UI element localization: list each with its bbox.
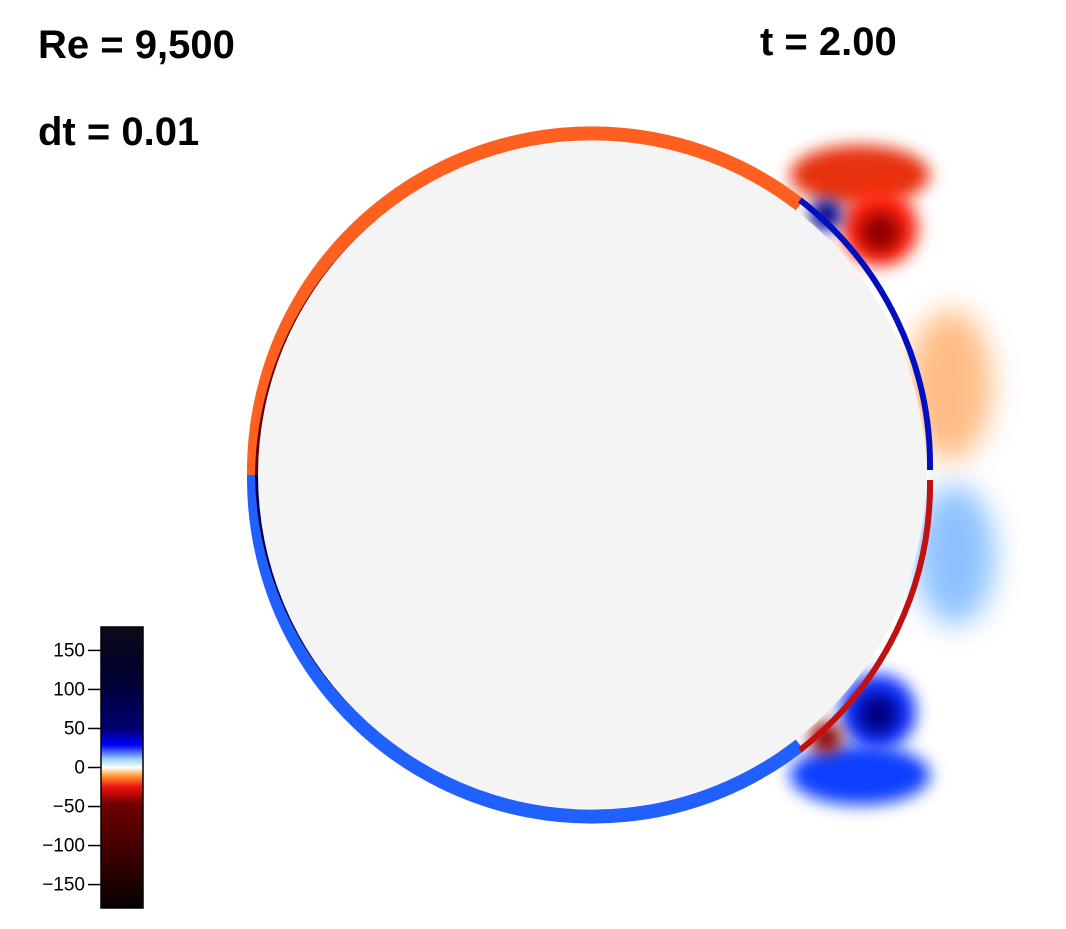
boundary-layer — [246, 474, 805, 824]
secondary-vortex — [810, 199, 842, 231]
colorbar: 150 100 50 0 −50 −100 −150 — [42, 626, 144, 909]
vortex-core — [860, 212, 900, 252]
secondary-vortex — [810, 722, 842, 754]
colorbar-tick-label: 100 — [53, 679, 85, 700]
shear-layer — [790, 745, 930, 805]
vorticity-field — [246, 126, 995, 824]
colorbar-tick-label: 50 — [64, 718, 85, 739]
vortex-core — [858, 694, 898, 734]
boundary-layer — [246, 126, 805, 476]
time-label: t = 2.00 — [760, 20, 897, 64]
colorbar-tick-label: 0 — [74, 758, 85, 779]
reynolds-label: Re = 9,500 — [38, 23, 235, 67]
colorbar-tick-label: −50 — [53, 797, 85, 818]
shear-layer — [790, 145, 930, 205]
colorbar-tick-label: −100 — [42, 836, 85, 857]
colorbar-gradient — [100, 626, 144, 909]
timestep-label: dt = 0.01 — [38, 110, 199, 154]
colorbar-tick-label: 150 — [53, 640, 85, 661]
colorbar-tick-label: −150 — [42, 875, 85, 896]
cylinder — [258, 141, 926, 809]
shed-vortex-tail — [915, 485, 995, 625]
boundary-layer — [798, 479, 934, 753]
boundary-layer — [798, 197, 934, 471]
